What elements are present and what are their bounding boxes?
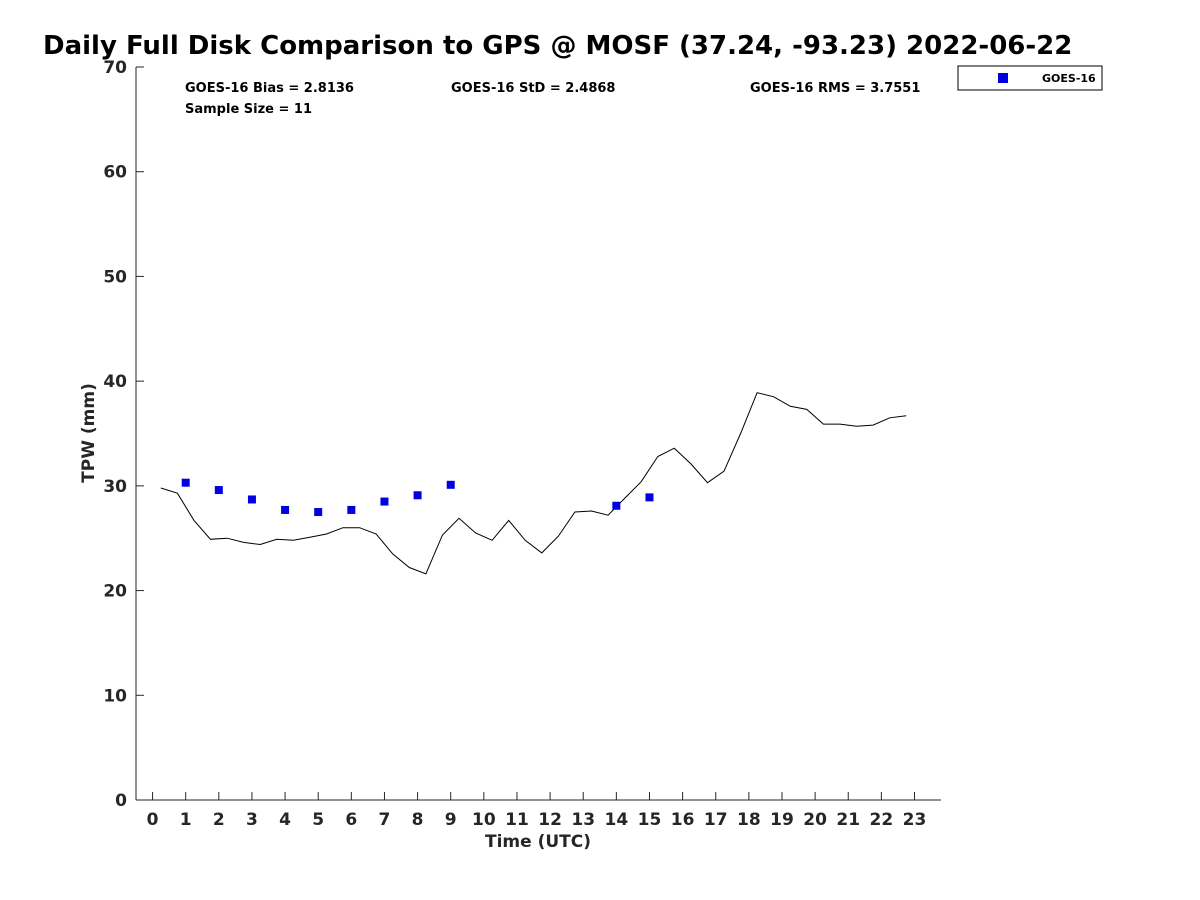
x-tick-label: 19 [770,810,794,830]
x-tick-label: 14 [605,810,629,830]
sample-size-annotation: Sample Size = 11 [185,102,312,117]
x-tick-label: 13 [571,810,595,830]
x-tick-label: 1 [180,810,192,830]
x-tick-label: 16 [671,810,695,830]
x-tick-label: 23 [903,810,927,830]
legend-label: GOES-16 [1042,72,1096,85]
x-tick-label: 4 [279,810,291,830]
gps-series [160,392,907,575]
y-tick-label: 10 [103,686,127,706]
x-tick-label: 3 [246,810,258,830]
goes16-point [612,501,621,510]
goes16-point [181,478,190,487]
x-tick-label: 12 [538,810,562,830]
x-tick-label: 21 [836,810,860,830]
plot-area [136,67,941,800]
y-axis-label: TPW (mm) [79,383,99,483]
x-tick-label: 10 [472,810,496,830]
x-tick-label: 22 [870,810,894,830]
legend-marker [998,73,1008,83]
goes16-point [380,497,389,506]
x-tick-label: 15 [638,810,662,830]
bias-annotation: GOES-16 Bias = 2.8136 [185,81,354,96]
goes16-point [645,493,654,502]
x-axis-label: Time (UTC) [485,832,591,852]
x-tick-label: 2 [213,810,225,830]
x-tick-label: 20 [803,810,827,830]
goes16-point [347,505,356,514]
legend-box [957,65,1103,91]
goes16-point [214,486,223,495]
rms-annotation: GOES-16 RMS = 3.7551 [750,81,920,96]
goes16-point [281,505,290,514]
goes16-series [181,478,654,517]
goes16-point [413,491,422,500]
x-tick-label: 7 [379,810,391,830]
x-tick-label: 11 [505,810,529,830]
x-tick-label: 9 [445,810,457,830]
y-tick-label: 50 [103,267,127,287]
goes16-point [314,508,323,517]
x-tick-label: 5 [312,810,324,830]
y-tick-label: 0 [115,791,127,811]
y-tick-label: 40 [103,372,127,392]
x-tick-label: 6 [345,810,357,830]
y-tick-label: 70 [103,58,127,78]
y-tick-label: 30 [103,477,127,497]
goes16-point [446,480,455,489]
x-tick-label: 8 [412,810,424,830]
y-tick-label: 20 [103,582,127,602]
x-tick-label: 17 [704,810,728,830]
legend: GOES-16 [957,65,1103,91]
x-tick-label: 0 [147,810,159,830]
goes16-point [247,495,256,504]
chart-title: Daily Full Disk Comparison to GPS @ MOSF… [43,31,1072,61]
y-tick-label: 60 [103,163,127,183]
std-annotation: GOES-16 StD = 2.4868 [451,81,615,96]
x-tick-label: 18 [737,810,761,830]
gps-line [160,392,907,575]
